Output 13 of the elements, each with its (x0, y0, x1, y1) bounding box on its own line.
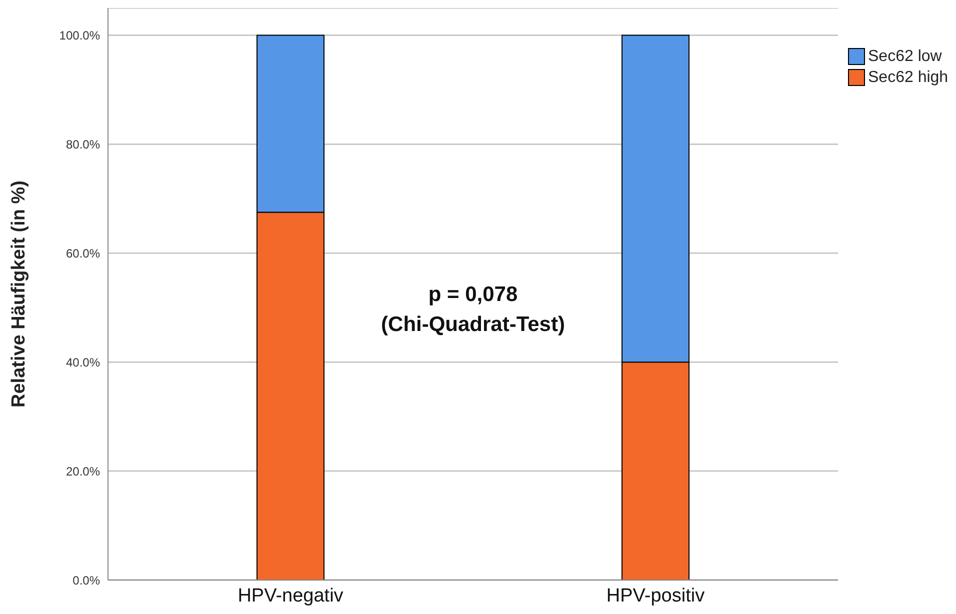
y-tick-label: 80.0% (66, 137, 100, 152)
legend-label: Sec62 high (868, 68, 948, 88)
annotation: (Chi-Quadrat-Test) (381, 313, 565, 336)
legend-label: Sec62 low (868, 47, 942, 67)
y-tick-label: 0.0% (72, 573, 100, 588)
y-tick-label: 100.0% (59, 28, 100, 42)
y-tick-label: 20.0% (66, 464, 100, 478)
y-tick-label: 40.0% (66, 355, 100, 370)
y-tick-label: 60.0% (66, 246, 100, 260)
x-tick-label: HPV-positiv (606, 585, 706, 606)
annotation: p = 0,078 (428, 283, 518, 306)
x-tick-label: HPV-negativ (238, 585, 344, 606)
y-axis-title: Relative Häufigkeit (in %) (8, 180, 30, 408)
